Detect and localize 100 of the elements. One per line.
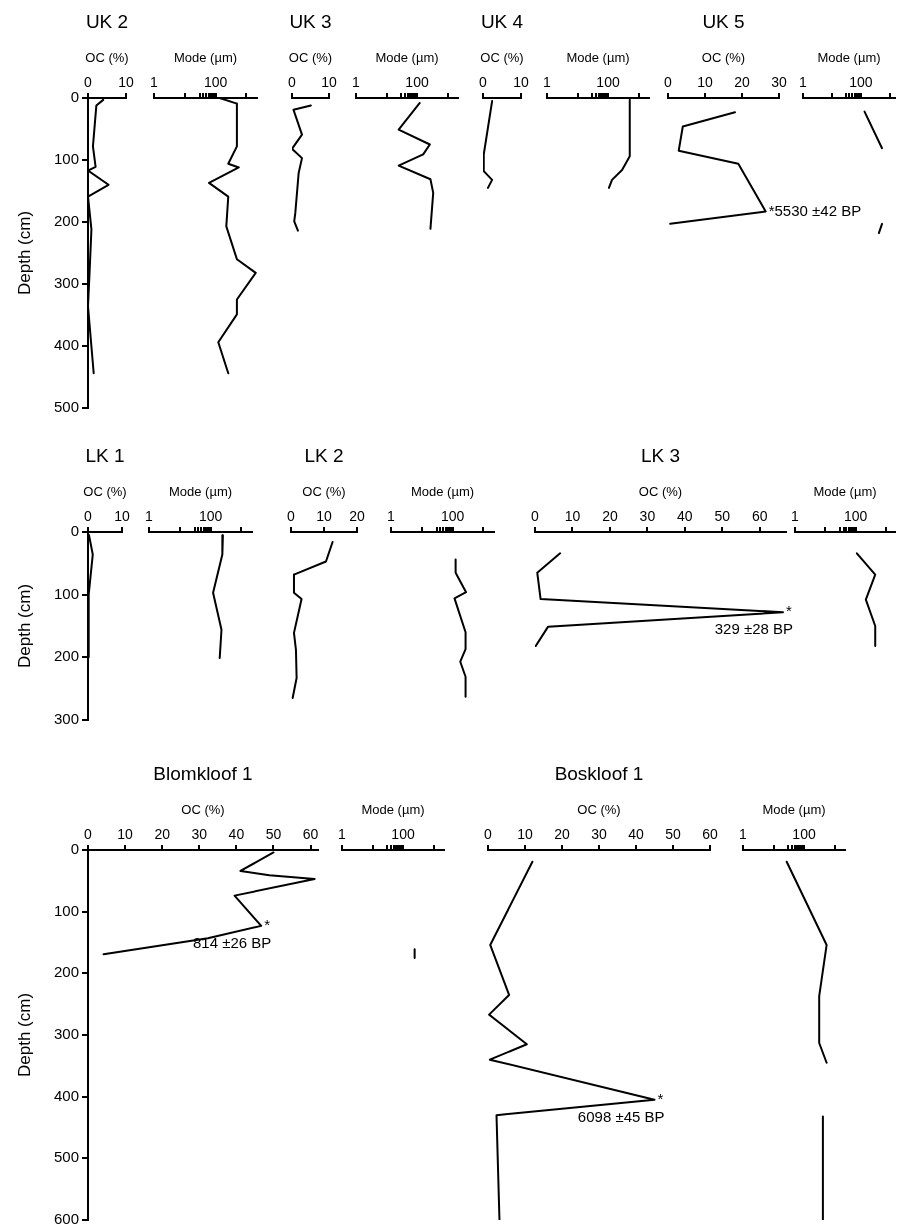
x-tick-label: 1 (145, 508, 154, 525)
y-tick-label: 300 (53, 274, 79, 292)
y-tick-label: 200 (53, 647, 79, 665)
chart-title: UK 2 (85, 11, 129, 33)
x-tick-label: 50 (265, 826, 282, 843)
y-tick-label: 600 (53, 1210, 79, 1228)
y-tick-label: 400 (53, 1086, 79, 1104)
x-tick-label: 100 (849, 74, 873, 91)
x-tick-label: 0 (484, 826, 493, 843)
x-tick-label: 20 (554, 826, 570, 843)
x-tick-label: 40 (628, 826, 644, 843)
x-tick-label: 1 (739, 826, 748, 843)
x-tick-label: 10 (517, 826, 533, 843)
x-tick-label: 10 (513, 74, 529, 91)
y-tick-label: 400 (53, 336, 79, 354)
annotation: * (657, 1089, 664, 1107)
chart-title: LK 1 (85, 445, 125, 467)
x-tick-label: 20 (154, 826, 171, 843)
x-tick-label: 0 (84, 508, 93, 525)
x-axis-title: Mode (µm) (410, 483, 475, 499)
x-tick-label: 0 (479, 74, 488, 91)
x-axis-title: OC (%) (83, 483, 127, 499)
x-tick-label: 10 (117, 826, 134, 843)
x-tick-label: 30 (591, 826, 607, 843)
chart-title: UK 5 (702, 11, 745, 33)
y-tick-label: 0 (70, 88, 79, 106)
x-tick-label: 20 (602, 508, 618, 525)
x-tick-label: 40 (228, 826, 245, 843)
x-tick-label: 10 (697, 74, 713, 91)
x-axis-title: OC (%) (480, 49, 524, 65)
x-tick-label: 60 (751, 508, 768, 525)
x-tick-label: 100 (405, 74, 429, 91)
x-tick-label: 0 (288, 74, 297, 91)
x-axis-title: OC (%) (577, 801, 621, 817)
x-tick-label: 60 (302, 826, 319, 843)
x-axis-title: Mode (µm) (375, 49, 439, 65)
y-tick-label: 200 (53, 963, 79, 981)
x-tick-label: 30 (639, 508, 656, 525)
x-tick-label: 60 (702, 826, 718, 843)
x-axis-title: OC (%) (302, 483, 346, 499)
x-tick-label: 0 (664, 74, 673, 91)
x-tick-label: 30 (191, 826, 208, 843)
x-tick-label: 1 (338, 826, 347, 843)
x-tick-label: 100 (596, 74, 620, 91)
y-axis-title: Depth (cm) (14, 992, 34, 1078)
x-tick-label: 10 (114, 508, 130, 525)
y-tick-label: 300 (53, 710, 79, 728)
annotation: 329 ±28 BP (714, 620, 794, 638)
y-tick-label: 100 (53, 901, 79, 919)
x-tick-label: 30 (771, 74, 787, 91)
x-tick-label: 1 (799, 74, 808, 91)
x-tick-label: 1 (387, 508, 396, 525)
x-tick-label: 10 (321, 74, 337, 91)
x-tick-label: 1 (791, 508, 800, 525)
x-axis-title: OC (%) (288, 49, 333, 65)
x-axis-title: OC (%) (181, 801, 225, 817)
x-axis-title: OC (%) (638, 483, 683, 499)
y-tick-label: 100 (53, 584, 79, 602)
annotation: * (264, 915, 271, 933)
chart-title: LK 2 (304, 445, 344, 467)
x-tick-label: 0 (84, 826, 93, 843)
x-tick-label: 50 (714, 508, 731, 525)
x-tick-label: 10 (118, 74, 134, 91)
x-tick-label: 100 (203, 74, 228, 91)
x-tick-label: 1 (543, 74, 552, 91)
y-axis-title: Depth (cm) (14, 583, 34, 669)
chart-title: UK 4 (480, 11, 524, 33)
chart-title: Boskloof 1 (554, 763, 644, 785)
x-tick-label: 100 (440, 508, 465, 525)
y-tick-label: 100 (53, 150, 79, 168)
y-tick-label: 500 (53, 398, 79, 416)
x-axis-title: Mode (µm) (173, 49, 238, 65)
y-axis-title: Depth (cm) (14, 210, 34, 296)
x-axis-title: Mode (µm) (817, 49, 881, 65)
y-tick-label: 300 (53, 1025, 79, 1043)
annotation: 6098 ±45 BP (577, 1107, 665, 1125)
x-axis-title: Mode (µm) (168, 483, 233, 499)
x-tick-label: 100 (391, 826, 415, 843)
x-tick-label: 0 (84, 74, 93, 91)
x-tick-label: 10 (564, 508, 581, 525)
x-tick-label: 40 (677, 508, 693, 525)
x-axis-title: Mode (µm) (813, 483, 877, 499)
chart-title: Blomkloof 1 (153, 763, 253, 785)
x-tick-label: 20 (349, 508, 365, 525)
x-tick-label: 100 (843, 508, 868, 525)
x-tick-label: 0 (531, 508, 540, 525)
y-tick-label: 200 (53, 212, 79, 230)
y-tick-label: 0 (70, 522, 79, 540)
x-axis-title: OC (%) (701, 49, 746, 65)
x-axis-title: Mode (µm) (566, 49, 630, 65)
x-axis-title: OC (%) (85, 49, 129, 65)
x-tick-label: 1 (150, 74, 159, 91)
y-tick-label: 0 (70, 840, 79, 858)
x-axis-title: Mode (µm) (361, 801, 425, 817)
x-tick-label: 10 (316, 508, 332, 525)
chart-title: UK 3 (289, 11, 332, 33)
annotation: * (786, 602, 792, 620)
x-tick-label: 1 (352, 74, 361, 91)
x-tick-label: 100 (792, 826, 816, 843)
chart-title: LK 3 (640, 445, 681, 467)
